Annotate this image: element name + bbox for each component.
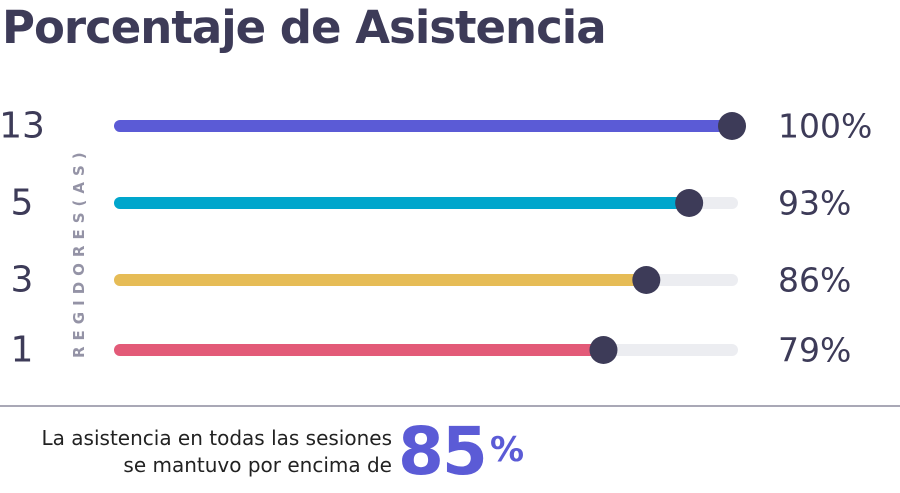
y-axis-title: REGIDORES(AS): [70, 146, 88, 358]
value-label-1: 79%: [778, 331, 851, 370]
footnote: La asistencia en todas las sesiones se m…: [0, 425, 392, 479]
attendance-threshold-unit: %: [490, 430, 525, 470]
attendance-threshold-value: 85: [398, 413, 488, 490]
bar-end-marker-3: [632, 266, 661, 294]
footnote-line-1: La asistencia en todas las sesiones: [41, 426, 392, 450]
bar-rows: 13 100% 5 93% 3 86% 1 79%: [0, 106, 872, 371]
value-label-3: 86%: [778, 261, 851, 300]
attendance-bar-chart: REGIDORES(AS) 13 100% 5 93% 3 86% 1 79%: [0, 106, 872, 371]
category-label-13: 13: [0, 106, 45, 147]
category-label-5: 5: [11, 183, 34, 224]
value-label-5: 93%: [778, 184, 851, 223]
bar-end-marker-5: [675, 189, 704, 217]
category-label-1: 1: [11, 330, 34, 371]
chart-title: Porcentaje de Asistencia: [2, 1, 607, 54]
value-label-13: 100%: [778, 107, 872, 146]
divider: [0, 405, 900, 407]
bar-end-marker-1: [589, 336, 618, 364]
category-label-3: 3: [11, 260, 34, 301]
footnote-line-2: se mantuvo por encima de: [123, 453, 392, 477]
bar-end-marker-13: [718, 112, 746, 140]
